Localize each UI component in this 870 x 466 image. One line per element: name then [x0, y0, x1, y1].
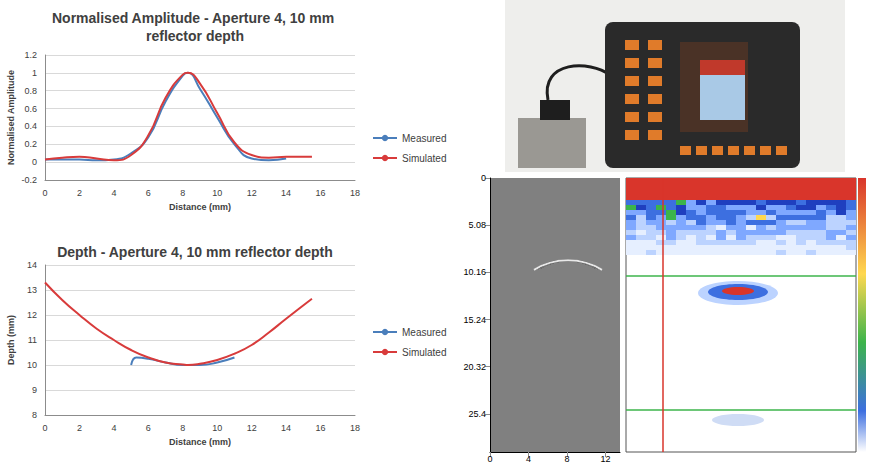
svg-text:4: 4 — [111, 423, 116, 433]
svg-text:Distance (mm): Distance (mm) — [169, 202, 231, 212]
svg-text:Distance (mm): Distance (mm) — [169, 437, 231, 447]
svg-text:1: 1 — [32, 68, 37, 78]
svg-text:6: 6 — [146, 423, 151, 433]
svg-text:12: 12 — [601, 454, 611, 464]
svg-text:0.2: 0.2 — [24, 139, 37, 149]
svg-text:10.16: 10.16 — [463, 267, 486, 277]
svg-text:Simulated: Simulated — [402, 347, 446, 358]
svg-text:4: 4 — [111, 188, 116, 198]
svg-text:18: 18 — [350, 423, 360, 433]
svg-text:9: 9 — [32, 385, 37, 395]
svg-text:0: 0 — [32, 157, 37, 167]
svg-text:0.4: 0.4 — [24, 121, 37, 131]
svg-text:20.32: 20.32 — [463, 362, 486, 372]
svg-text:10: 10 — [212, 423, 222, 433]
svg-text:Normalised Amplitude - Apertur: Normalised Amplitude - Aperture 4, 10 mm — [52, 10, 338, 26]
svg-text:15.24: 15.24 — [463, 315, 486, 325]
svg-text:12: 12 — [247, 423, 257, 433]
svg-text:2: 2 — [77, 423, 82, 433]
svg-text:-0.2: -0.2 — [21, 175, 37, 185]
svg-text:12: 12 — [27, 310, 37, 320]
svg-text:14: 14 — [281, 423, 291, 433]
svg-text:reflector depth: reflector depth — [146, 28, 244, 44]
svg-text:12: 12 — [247, 188, 257, 198]
svg-text:11: 11 — [28, 335, 37, 345]
svg-text:18: 18 — [350, 188, 360, 198]
svg-text:Measured: Measured — [402, 327, 446, 338]
svg-text:4: 4 — [526, 454, 531, 464]
svg-text:6: 6 — [146, 188, 151, 198]
svg-text:2: 2 — [77, 188, 82, 198]
svg-text:Measured: Measured — [402, 133, 446, 144]
svg-text:16: 16 — [316, 188, 326, 198]
svg-text:0.6: 0.6 — [24, 104, 37, 114]
svg-text:8: 8 — [565, 454, 570, 464]
svg-text:10: 10 — [27, 360, 37, 370]
svg-text:Normalised Amplitude: Normalised Amplitude — [6, 70, 16, 165]
svg-text:25.4: 25.4 — [468, 409, 486, 419]
svg-text:Depth - Aperture 4, 10 mm refl: Depth - Aperture 4, 10 mm reflector dept… — [57, 244, 333, 260]
svg-text:Depth (mm): Depth (mm) — [6, 315, 16, 365]
svg-text:10: 10 — [212, 188, 222, 198]
svg-text:0: 0 — [481, 173, 486, 183]
svg-text:8: 8 — [32, 410, 37, 420]
svg-text:Simulated: Simulated — [402, 153, 446, 164]
svg-text:14: 14 — [27, 260, 37, 270]
svg-text:1.2: 1.2 — [24, 50, 37, 60]
svg-text:8: 8 — [180, 423, 185, 433]
svg-text:8: 8 — [180, 188, 185, 198]
svg-text:16: 16 — [316, 423, 326, 433]
svg-text:13: 13 — [27, 285, 37, 295]
svg-text:0: 0 — [42, 423, 47, 433]
svg-text:0: 0 — [487, 454, 492, 464]
svg-text:0: 0 — [42, 188, 47, 198]
svg-text:5.08: 5.08 — [468, 220, 486, 230]
svg-text:0.8: 0.8 — [24, 86, 37, 96]
svg-text:14: 14 — [281, 188, 291, 198]
